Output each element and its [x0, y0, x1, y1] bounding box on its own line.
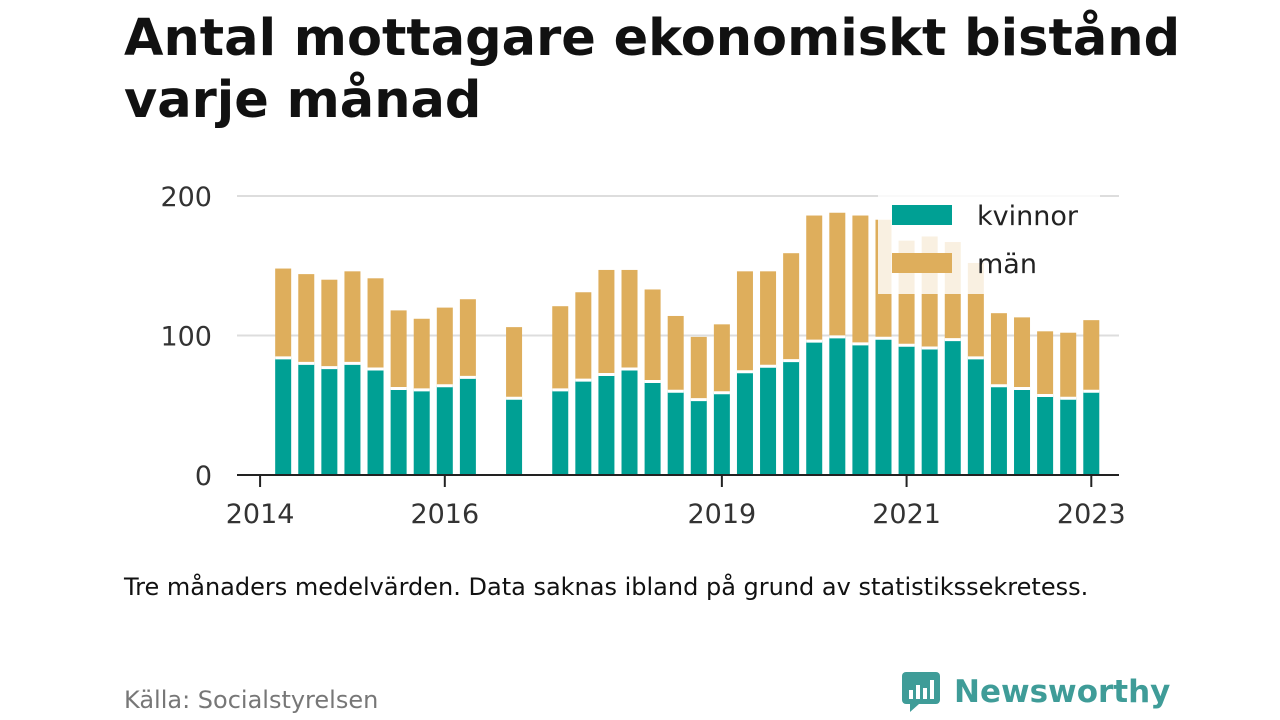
bar-segment [575, 380, 592, 475]
bar-segment [760, 366, 777, 475]
chart-note: Tre månaders medelvärden. Data saknas ib… [124, 573, 1089, 601]
bar-segment [829, 336, 846, 475]
bar-segment [667, 315, 684, 392]
bar-segment [598, 374, 615, 475]
bar-segment [506, 327, 523, 399]
bar-segment [783, 360, 800, 475]
bar-segment [344, 363, 361, 475]
bar-segment [760, 271, 777, 367]
newsworthy-logo-icon [902, 672, 940, 712]
bar-segment [436, 307, 453, 386]
legend-swatch [892, 253, 952, 273]
bar-segment [1060, 332, 1077, 399]
bar-segment [967, 357, 984, 475]
bar-segment [921, 348, 938, 475]
bar-segment [506, 398, 523, 475]
bar-segment [436, 385, 453, 475]
bar-segment [321, 367, 338, 475]
bar-segment [1083, 391, 1100, 475]
bar-segment [1014, 388, 1031, 475]
bar-segment [806, 341, 823, 475]
bar-segment [575, 292, 592, 381]
bar-segment [321, 279, 338, 368]
source-label: Källa: Socialstyrelsen [124, 686, 379, 714]
bar-segment [1014, 317, 1031, 389]
bar-segment [829, 212, 846, 337]
legend: kvinnor män [878, 190, 1100, 294]
chart-title: Antal mottagare ekonomiskt bistånd varje… [124, 9, 1181, 130]
bar-segment [413, 318, 430, 390]
bar-segment [275, 268, 292, 358]
bar-segment [1037, 395, 1054, 475]
legend-label: kvinnor [977, 201, 1079, 232]
bar-segment [298, 274, 315, 364]
bar-segment [852, 215, 869, 344]
bar-segment [644, 381, 661, 475]
bar-segment [690, 336, 707, 400]
bar-segment [852, 343, 869, 475]
bar-segment [390, 388, 407, 475]
bar-segment [990, 385, 1007, 475]
bar-segment [690, 399, 707, 475]
bar-segment [413, 389, 430, 475]
bar-segment [713, 392, 730, 475]
bar-segment [1083, 320, 1100, 392]
bar-segment [713, 324, 730, 393]
x-tick-labels: 2014 2016 2019 2021 2023 [226, 475, 1126, 530]
bar-segment [367, 278, 384, 369]
x-tick-label: 2023 [1057, 499, 1126, 530]
y-tick-labels: 0 100 200 [160, 182, 212, 492]
bar-segment [552, 306, 569, 390]
x-tick-label: 2016 [410, 499, 479, 530]
bar-segment [552, 389, 569, 475]
bar-segment [1037, 331, 1054, 396]
x-tick-label: 2021 [872, 499, 941, 530]
bar-segment [459, 299, 476, 378]
legend-label: män [977, 249, 1037, 280]
bar-segment [644, 289, 661, 382]
bar-segment [875, 338, 892, 475]
bar-segment [621, 368, 638, 475]
bar-segment [621, 269, 638, 369]
bar-segment [806, 215, 823, 342]
bar-segment [944, 339, 961, 475]
bar-segment [390, 310, 407, 389]
bar-segment [367, 368, 384, 475]
bar-segment [459, 377, 476, 475]
bar-segment [898, 345, 915, 475]
bar-segment [1060, 398, 1077, 475]
brand-logo[interactable]: Newsworthy [900, 670, 1170, 714]
y-tick-label: 0 [195, 461, 212, 492]
brand-name: Newsworthy [954, 674, 1171, 710]
y-tick-label: 100 [160, 322, 212, 353]
bar-segment [783, 253, 800, 361]
x-tick-label: 2014 [226, 499, 295, 530]
y-tick-label: 200 [160, 182, 212, 213]
bar-segment [990, 313, 1007, 386]
bar-segment [275, 357, 292, 475]
bar-segment [736, 271, 753, 372]
x-tick-label: 2019 [688, 499, 757, 530]
bar-segment [298, 363, 315, 475]
bar-segment [667, 391, 684, 475]
bar-segment [736, 371, 753, 475]
bar-segment [598, 269, 615, 375]
legend-swatch [892, 205, 952, 225]
bar-segment [344, 271, 361, 364]
